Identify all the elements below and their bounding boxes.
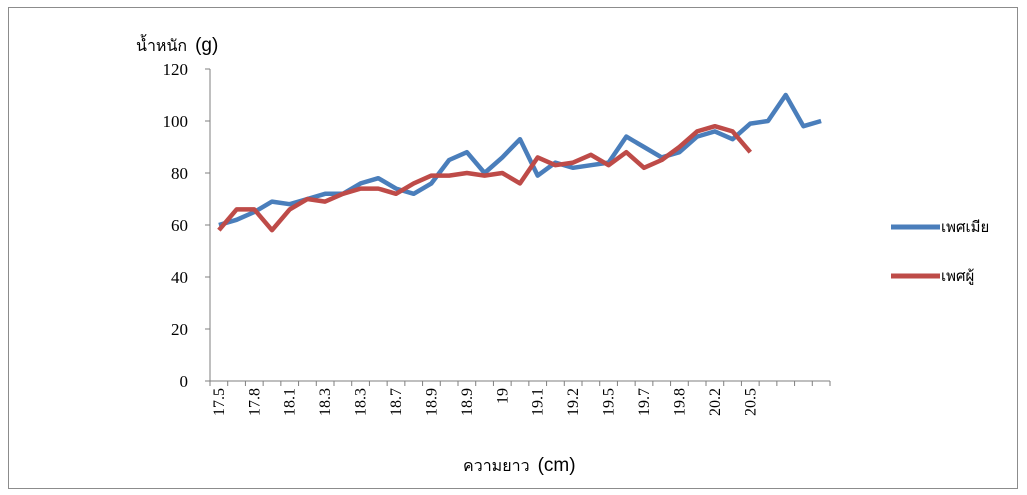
y-axis-unit: (g) <box>195 35 218 56</box>
series-line-2 <box>217 123 753 233</box>
x-tick-label: 19.2 <box>565 388 582 416</box>
x-tick-label: 18.7 <box>388 388 405 416</box>
x-tick-label: 18.9 <box>423 388 440 416</box>
chart-frame <box>8 7 1018 489</box>
x-tick-label: 18.1 <box>282 388 299 416</box>
x-tick-label: 17.8 <box>246 388 263 416</box>
y-tick-label: 20 <box>171 320 188 339</box>
legend-label-1: เพศเมีย <box>941 218 989 236</box>
x-axis-title-text: ความยาว <box>463 456 530 475</box>
y-tick-label: 80 <box>171 164 188 183</box>
y-tick-label: 100 <box>163 112 189 131</box>
x-tick-label: 17.5 <box>211 388 228 416</box>
axes: 0 20 40 60 80 100 120 17.5 17.8 18.1 18.3 18.3 18.7 1… <box>163 60 831 416</box>
series-line-1 <box>218 92 822 228</box>
x-tick-label: 19.8 <box>671 388 688 416</box>
legend-label-2: เพศผู้ <box>941 267 974 285</box>
y-axis-title: น้ำหนัก (g) <box>136 34 218 56</box>
y-tick-label: 60 <box>171 216 188 235</box>
x-axis-unit: (cm) <box>538 455 576 476</box>
x-tick-label: 18.3 <box>317 388 334 416</box>
x-tick-label: 19.5 <box>601 388 618 416</box>
y-tick-label: 0 <box>180 372 189 391</box>
y-tick-label: 120 <box>163 60 189 79</box>
x-tick-label: 20.5 <box>742 388 759 416</box>
x-tick-label: 19 <box>494 388 511 404</box>
x-axis-title: ความยาว (cm) <box>463 455 576 476</box>
x-tick-label: 18.9 <box>459 388 476 416</box>
x-tick-label: 20.2 <box>707 388 724 416</box>
x-tick-label: 19.1 <box>530 388 547 416</box>
series-layer <box>217 92 822 233</box>
y-tick-label: 40 <box>171 268 188 287</box>
y-axis-title-text: น้ำหนัก <box>136 34 187 55</box>
x-tick-label: 19.7 <box>636 388 653 416</box>
x-tick-label: 18.3 <box>353 388 370 416</box>
